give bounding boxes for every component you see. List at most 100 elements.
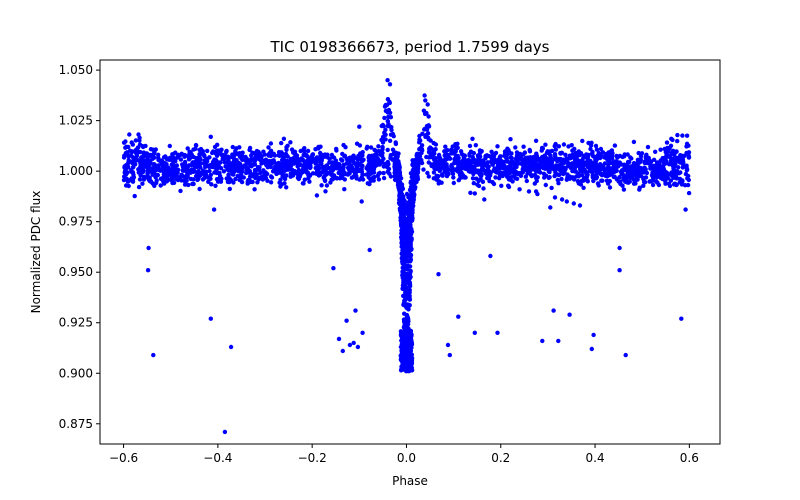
- data-point: [442, 153, 447, 158]
- data-point: [371, 178, 376, 183]
- data-point: [125, 179, 131, 184]
- data-point: [323, 164, 328, 169]
- data-point: [208, 134, 213, 139]
- data-point: [686, 190, 692, 196]
- data-point: [179, 151, 184, 156]
- data-point: [200, 168, 206, 173]
- data-point: [354, 176, 359, 181]
- data-point: [337, 176, 343, 181]
- data-point: [279, 140, 284, 146]
- data-point: [232, 151, 237, 157]
- data-point: [482, 197, 487, 202]
- data-point: [537, 163, 543, 168]
- data-point: [450, 167, 455, 172]
- data-point: [556, 144, 562, 149]
- data-point: [553, 154, 558, 159]
- data-point: [549, 185, 554, 191]
- data-point: [423, 134, 428, 139]
- data-point: [406, 290, 412, 296]
- data-point: [676, 165, 681, 170]
- data-point: [590, 153, 596, 159]
- data-point: [647, 179, 652, 184]
- data-point: [224, 176, 229, 181]
- data-point: [585, 179, 590, 184]
- data-point: [393, 141, 399, 147]
- data-point: [554, 165, 560, 171]
- data-point: [378, 160, 384, 166]
- data-point: [596, 155, 601, 161]
- data-point: [376, 149, 381, 154]
- data-point: [683, 171, 689, 177]
- data-point: [636, 165, 641, 170]
- data-point: [280, 160, 285, 165]
- data-point: [404, 312, 410, 318]
- data-point: [327, 156, 332, 162]
- data-point: [685, 167, 690, 172]
- data-point: [210, 159, 216, 165]
- data-point: [372, 156, 377, 161]
- data-point: [238, 173, 244, 178]
- data-point: [415, 161, 421, 166]
- y-tick-label: 0.900: [59, 366, 93, 380]
- data-point: [160, 165, 166, 170]
- data-point: [571, 201, 576, 206]
- data-point: [431, 170, 437, 175]
- data-point: [122, 164, 127, 169]
- data-point: [314, 193, 320, 198]
- data-point: [347, 342, 353, 348]
- data-point: [230, 144, 235, 150]
- data-point: [664, 140, 670, 145]
- data-point: [131, 164, 136, 170]
- data-point: [380, 140, 386, 145]
- data-point: [244, 165, 249, 170]
- data-point: [355, 157, 360, 162]
- data-point: [411, 169, 417, 175]
- data-point: [680, 159, 686, 164]
- data-point: [403, 254, 408, 260]
- data-point: [421, 167, 426, 172]
- data-point: [182, 159, 188, 165]
- data-point: [620, 168, 626, 173]
- data-point: [294, 156, 299, 161]
- y-tick-label: 0.875: [59, 417, 93, 431]
- data-point: [302, 168, 307, 174]
- data-point: [559, 176, 564, 182]
- data-point: [298, 148, 303, 154]
- data-point: [668, 143, 674, 148]
- data-point: [299, 156, 304, 161]
- data-point: [656, 161, 662, 166]
- data-point: [488, 253, 493, 259]
- data-point: [422, 127, 427, 132]
- data-point: [567, 312, 572, 317]
- data-point: [399, 236, 405, 241]
- data-point: [182, 182, 188, 187]
- data-point: [585, 155, 591, 160]
- data-point: [372, 147, 377, 153]
- data-point: [218, 149, 223, 154]
- data-point: [553, 141, 558, 147]
- data-point: [589, 140, 594, 145]
- data-point: [297, 174, 302, 179]
- data-point: [215, 166, 220, 171]
- data-point: [596, 150, 601, 156]
- data-point: [180, 168, 185, 173]
- data-point: [541, 171, 547, 176]
- data-point: [284, 147, 289, 152]
- data-point: [382, 115, 387, 121]
- data-point: [399, 359, 405, 364]
- data-point: [417, 137, 422, 142]
- data-point: [301, 152, 306, 158]
- data-point: [553, 147, 558, 152]
- data-point: [360, 172, 366, 177]
- data-point: [470, 136, 475, 141]
- data-point: [485, 160, 490, 165]
- data-point: [506, 150, 511, 155]
- data-point: [639, 151, 645, 156]
- data-point: [155, 172, 160, 178]
- data-point: [259, 154, 264, 159]
- data-point: [409, 238, 414, 243]
- data-point: [268, 141, 274, 146]
- data-point: [621, 187, 627, 192]
- data-point: [402, 198, 407, 204]
